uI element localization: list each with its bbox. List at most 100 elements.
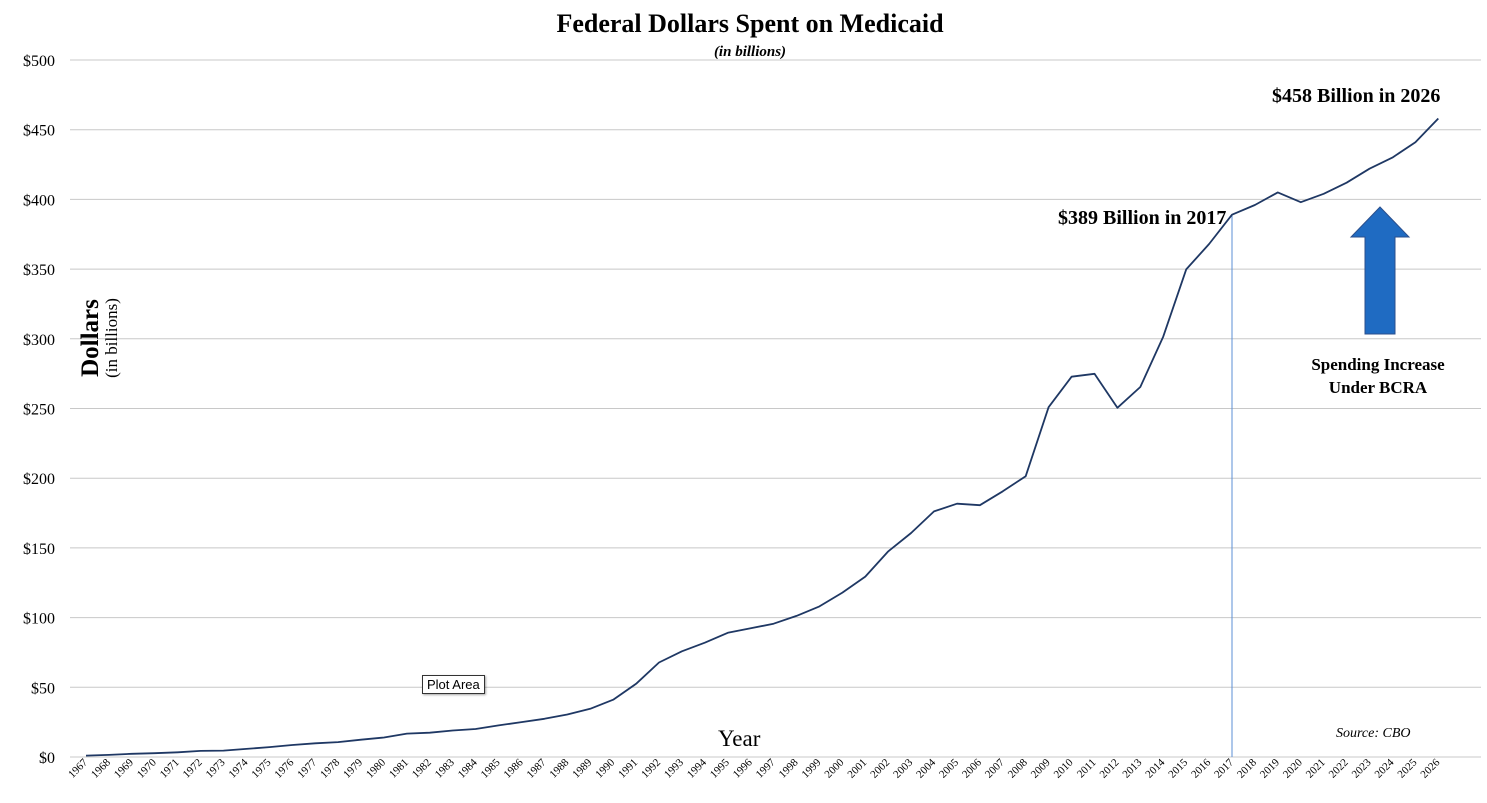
y-tick-label: $100	[23, 611, 55, 628]
data-point	[542, 717, 546, 721]
x-tick-label: 1983	[433, 756, 457, 780]
x-tick-label: 2021	[1304, 757, 1328, 781]
x-tick-label: 2009	[1029, 756, 1053, 780]
x-tick-label: 1967	[66, 756, 90, 780]
y-tick-label: $450	[23, 123, 55, 140]
x-tick-label: 1988	[547, 756, 571, 780]
x-tick-label: 1981	[387, 757, 411, 781]
y-axis-label: Dollars (in billions)	[77, 298, 121, 378]
data-point	[519, 720, 523, 724]
x-axis-ticks: 1967196819691970197119721973197419751976…	[66, 756, 1443, 780]
data-point	[1368, 167, 1372, 171]
x-tick-label: 1973	[204, 756, 228, 780]
x-tick-label: 1977	[295, 756, 319, 780]
data-point	[772, 622, 776, 626]
x-tick-label: 2012	[1097, 757, 1121, 781]
x-tick-label: 2015	[1166, 756, 1190, 780]
x-tick-label: 1982	[410, 757, 434, 781]
data-point	[978, 503, 982, 507]
data-point	[1047, 405, 1051, 409]
data-point	[1299, 200, 1303, 204]
data-point	[817, 604, 821, 608]
x-tick-label: 1989	[570, 756, 594, 780]
x-tick-label: 1980	[364, 756, 388, 780]
chart-subtitle: (in billions)	[713, 44, 787, 60]
x-tick-label: 1978	[318, 756, 342, 780]
data-point	[886, 549, 890, 553]
x-tick-label: 1999	[800, 756, 824, 780]
x-tick-label: 2019	[1258, 756, 1282, 780]
x-tick-label: 2014	[1143, 756, 1167, 780]
data-point	[703, 641, 707, 645]
data-point	[1092, 372, 1096, 376]
x-tick-label: 1987	[524, 756, 548, 780]
x-tick-label: 2010	[1052, 756, 1076, 780]
up-arrow-icon	[1349, 206, 1411, 335]
plot-area-tooltip: Plot Area	[422, 675, 485, 694]
data-point	[565, 712, 569, 716]
x-tick-label: 1997	[754, 756, 778, 780]
x-tick-label: 1992	[639, 757, 663, 781]
x-tick-label: 1985	[479, 756, 503, 780]
data-point	[474, 727, 478, 731]
data-point	[153, 751, 157, 755]
x-tick-label: 1972	[181, 757, 205, 781]
x-tick-label: 1969	[112, 756, 136, 780]
data-point	[932, 509, 936, 513]
data-point	[1207, 242, 1211, 246]
x-tick-label: 1986	[502, 756, 526, 780]
y-tick-label: $50	[31, 680, 55, 697]
data-point	[244, 747, 248, 751]
data-point	[955, 502, 959, 506]
data-point	[657, 660, 661, 664]
data-point	[130, 752, 134, 756]
x-tick-label: 2003	[891, 756, 915, 780]
x-tick-label: 1968	[89, 756, 113, 780]
x-tick-label: 2006	[960, 756, 984, 780]
data-point	[1230, 213, 1234, 217]
x-tick-label: 1993	[662, 756, 686, 780]
data-point	[451, 729, 455, 733]
x-tick-label: 2018	[1235, 756, 1259, 780]
x-tick-label: 2020	[1281, 756, 1305, 780]
y-tick-label: $350	[23, 262, 55, 279]
chart-title: Federal Dollars Spent on Medicaid	[556, 9, 944, 38]
y-tick-label: $200	[23, 471, 55, 488]
x-tick-label: 1984	[456, 756, 480, 780]
y-axis-label-sub: (in billions)	[102, 298, 121, 378]
annotation-2017: $389 Billion in 2017	[1058, 207, 1227, 229]
arrow-label: Spending Increase Under BCRA	[1311, 355, 1445, 397]
data-point	[176, 750, 180, 754]
x-tick-label: 1998	[777, 756, 801, 780]
data-point	[313, 741, 317, 745]
x-tick-label: 2011	[1075, 757, 1099, 781]
x-tick-label: 2004	[914, 756, 938, 780]
x-tick-label: 1996	[731, 756, 755, 780]
data-point	[1390, 156, 1394, 160]
data-point	[840, 591, 844, 595]
data-point	[1001, 489, 1005, 493]
x-tick-label: 1979	[341, 756, 365, 780]
data-point	[588, 707, 592, 711]
data-point	[1253, 203, 1257, 207]
x-tick-label: 2022	[1327, 757, 1351, 781]
x-tick-label: 2002	[868, 757, 892, 781]
data-point	[222, 749, 226, 753]
x-tick-label: 1971	[158, 757, 182, 781]
y-tick-label: $400	[23, 192, 55, 209]
x-tick-label: 1976	[272, 756, 296, 780]
x-tick-label: 2016	[1189, 756, 1213, 780]
data-point	[1024, 474, 1028, 478]
data-point	[1345, 181, 1349, 185]
y-tick-label: $250	[23, 402, 55, 419]
y-tick-label: $0	[39, 750, 55, 767]
x-tick-label: 2025	[1395, 756, 1419, 780]
data-point	[84, 754, 88, 758]
data-point	[267, 745, 271, 749]
x-axis-label: Year	[718, 726, 761, 751]
data-point	[382, 735, 386, 739]
x-tick-label: 1974	[227, 756, 251, 780]
data-point	[497, 723, 501, 727]
x-tick-label: 2007	[983, 756, 1007, 780]
